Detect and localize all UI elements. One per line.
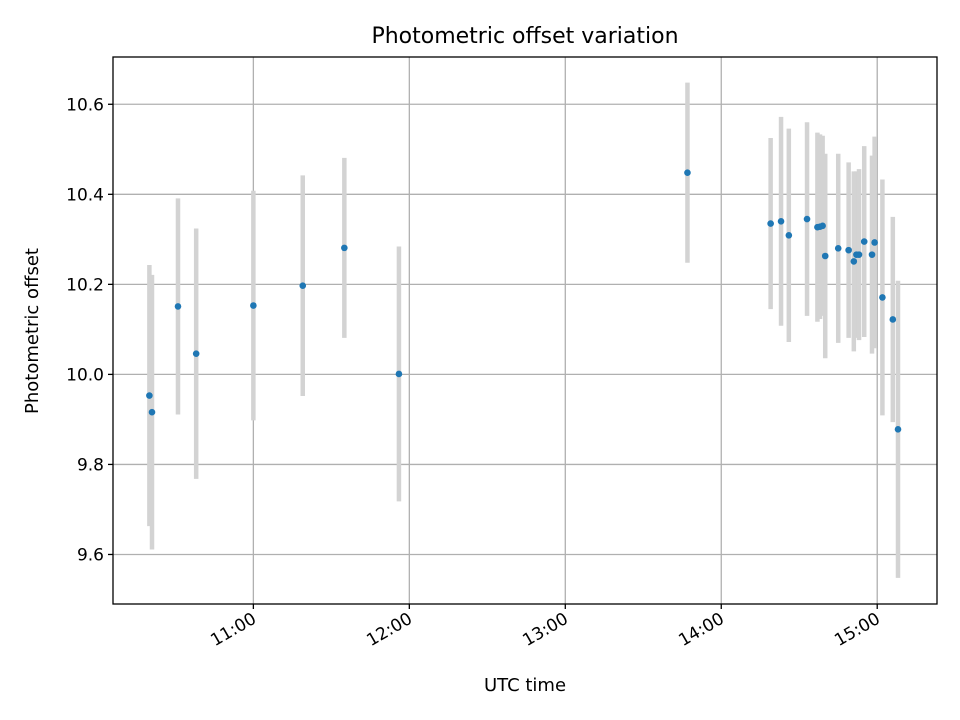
data-point (819, 222, 826, 230)
data-point (868, 251, 876, 258)
data-point (834, 245, 842, 252)
data-point (803, 215, 811, 223)
plot-frame (112, 56, 938, 605)
y-axis-label: Photometric offset (22, 248, 43, 414)
data-point (395, 370, 403, 378)
y-tick-label: 9.6 (77, 545, 104, 565)
x-tick-label: 14:00 (675, 609, 727, 651)
data-point (192, 350, 200, 357)
data-point (146, 392, 153, 399)
data-point (341, 244, 348, 252)
y-tick-label: 9.8 (77, 455, 104, 475)
data-point (860, 238, 868, 245)
data-point (855, 251, 863, 258)
data-points (146, 169, 902, 433)
chart-title: Photometric offset variation (371, 24, 678, 49)
data-point (845, 246, 852, 254)
x-tick-label: 12:00 (363, 609, 415, 651)
axis-ticks: 11:00 12:00 13:00 14:00 15:00 9.6 9.8 10.0 10.2 1… (66, 95, 884, 651)
data-point (174, 303, 182, 310)
x-tick-label: 13:00 (519, 609, 571, 651)
data-point (785, 231, 793, 239)
data-point (767, 220, 774, 227)
data-point (871, 239, 878, 246)
data-point (250, 302, 257, 309)
data-point (850, 258, 858, 265)
y-tick-label: 10.0 (66, 365, 104, 385)
data-point (889, 316, 897, 323)
data-point (821, 252, 829, 260)
data-point (894, 426, 902, 433)
x-tick-label: 11:00 (207, 609, 259, 651)
y-tick-label: 10.6 (66, 95, 104, 115)
data-point (879, 294, 886, 301)
errorbars (147, 82, 901, 578)
data-point (684, 169, 691, 177)
data-point (148, 408, 156, 416)
data-point (299, 282, 307, 290)
y-tick-label: 10.2 (66, 275, 104, 295)
x-tick-label: 15:00 (831, 609, 883, 651)
grid (113, 57, 937, 604)
data-point (777, 218, 785, 225)
y-tick-label: 10.4 (66, 185, 104, 205)
x-axis-label: UTC time (484, 675, 566, 696)
